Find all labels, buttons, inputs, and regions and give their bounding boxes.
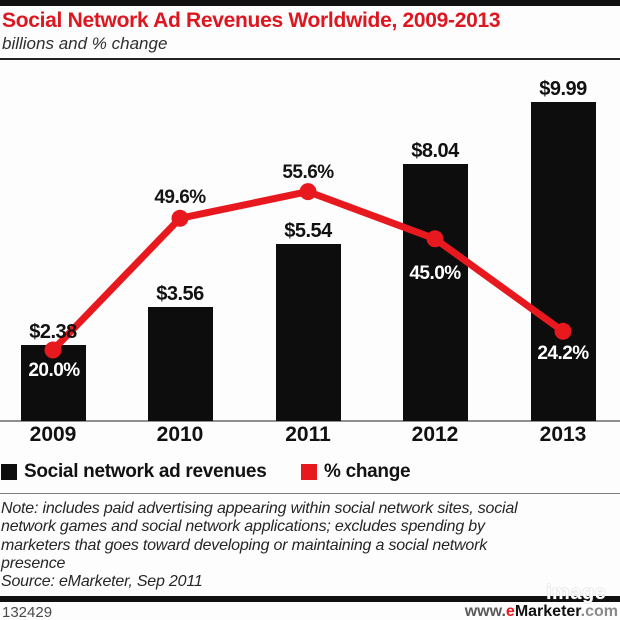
emarketer-url: www.eMarketer.com bbox=[465, 603, 618, 620]
bar-value-label-2012: $8.04 bbox=[411, 140, 459, 163]
bar-2013 bbox=[530, 102, 596, 421]
x-axis-label-2011: 2011 bbox=[285, 423, 331, 446]
note-text: Note: includes paid advertising appearin… bbox=[1, 500, 518, 573]
bar-value-label-2013: $9.99 bbox=[539, 78, 587, 101]
header-divider bbox=[0, 58, 620, 60]
pct-label-2010: 49.6% bbox=[154, 187, 206, 209]
bar-2012 bbox=[402, 164, 468, 421]
legend-swatch-bars bbox=[1, 464, 17, 480]
chart-id: 132429 bbox=[2, 604, 53, 620]
legend-swatch-line bbox=[301, 464, 317, 480]
footer-border-bar bbox=[0, 596, 620, 602]
legend-label-bars: Social network ad revenues bbox=[24, 461, 267, 482]
x-axis-line bbox=[0, 420, 620, 422]
note-divider bbox=[0, 493, 620, 494]
bar-2010 bbox=[147, 307, 213, 421]
pct-label-2009: 20.0% bbox=[28, 360, 80, 381]
pct-label-2013: 24.2% bbox=[537, 343, 589, 365]
x-axis-label-2010: 2010 bbox=[156, 423, 204, 446]
top-border-bar bbox=[0, 0, 620, 6]
url-prefix: www. bbox=[464, 603, 506, 620]
chart-subtitle: billions and % change bbox=[2, 34, 168, 53]
pct-label-2012: 45.0% bbox=[409, 262, 461, 284]
image-watermark: image bbox=[546, 582, 607, 604]
bar-2011 bbox=[275, 244, 341, 421]
bar-value-label-2011: $5.54 bbox=[284, 220, 332, 243]
url-name: Marketer bbox=[514, 603, 581, 620]
legend-label-line: % change bbox=[324, 461, 411, 482]
bar-2009 bbox=[20, 345, 86, 421]
pct-label-2011: 55.6% bbox=[282, 161, 334, 183]
bar-value-label-2009: $2.38 bbox=[29, 321, 77, 343]
x-axis-label-2009: 2009 bbox=[29, 423, 77, 446]
chart-title: Social Network Ad Revenues Worldwide, 20… bbox=[2, 9, 501, 32]
url-suffix: .com bbox=[580, 603, 618, 620]
line-marker-2010 bbox=[171, 209, 189, 227]
line-marker-2011 bbox=[299, 183, 317, 201]
bar-value-label-2010: $3.56 bbox=[156, 283, 204, 306]
x-axis-label-2012: 2012 bbox=[411, 423, 459, 446]
url-e: e bbox=[505, 603, 515, 620]
x-axis-label-2013: 2013 bbox=[539, 423, 587, 446]
source-text: Source: eMarketer, Sep 2011 bbox=[1, 573, 203, 590]
